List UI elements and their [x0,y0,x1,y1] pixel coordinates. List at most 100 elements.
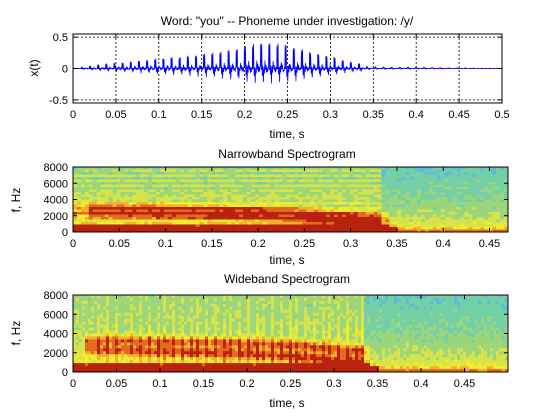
narrowband-cell [73,212,78,215]
narrowband-cell [175,224,181,228]
wideband-cell [88,321,92,325]
narrowband-cell [480,182,485,185]
narrowband-cell [460,229,465,233]
narrowband-cell [464,214,469,218]
wideband-cell [184,360,188,364]
wideband-cell [199,360,203,364]
wideband-cell [142,363,146,367]
wideband-cell [73,345,77,349]
wideband-cell [184,336,188,340]
wideband-cell [229,357,233,361]
narrowband-cell [140,177,145,180]
narrowband-cell [262,199,268,203]
narrowband-cell [187,229,192,233]
narrowband-cell [504,212,509,215]
wideband-cell [238,366,242,370]
narrowband-cell [322,209,327,213]
narrowband-cell [440,179,446,183]
waveform-panel: Word: "you" -- Phoneme under investigati… [27,14,510,141]
wideband-title: Wideband Spectrogram [224,272,350,286]
narrowband-cell [298,222,303,225]
narrowband-cell [76,222,82,225]
narrowband-cell [294,172,299,175]
narrowband-cell [92,167,98,170]
wideband-cell [190,318,194,322]
wideband-cell [157,303,161,308]
narrowband-cell [116,194,121,198]
wideband-cell [97,295,101,299]
narrowband-cell [88,169,94,173]
narrowband-cell [120,229,125,233]
narrowband-cell [460,219,465,223]
narrowband-cell [484,179,489,183]
narrowband-cell [460,167,465,170]
wideband-cell [304,327,308,331]
narrowband-cell [381,202,386,205]
narrowband-cell [112,199,117,203]
narrowband-cell [239,194,244,198]
narrowband-cell [424,217,430,220]
wideband-cell [106,354,110,358]
wideband-cell [196,360,200,364]
wideband-cell [142,324,146,328]
narrowband-cell [444,177,449,180]
wideband-cell [256,318,260,322]
wideband-cell [211,348,215,352]
narrowband-cell [432,167,438,170]
wideband-cell [253,297,257,302]
wideband-cell [136,324,140,328]
wideband-cell [247,366,251,370]
narrowband-cell [274,214,279,218]
wideband-cell [238,309,242,314]
narrowband-cell [100,204,105,208]
narrowband-xlabel: time, s [269,253,304,267]
narrowband-cell [132,179,137,183]
narrowband-cell [278,177,283,180]
wideband-cell [229,303,233,308]
narrowband-cell [456,169,461,173]
narrowband-cell [413,204,418,208]
narrowband-cell [460,189,465,193]
narrowband-cell [326,182,331,185]
narrowband-cell [302,184,307,188]
wideband-cell [160,297,164,302]
wideband-cell [106,366,110,370]
narrowband-cell [330,174,335,178]
narrowband-cell [187,207,192,210]
wideband-cell [169,360,173,364]
wideband-cell [250,357,254,361]
narrowband-cell [136,207,141,210]
narrowband-cell [215,214,220,218]
narrowband-cell [468,189,473,193]
narrowband-cell [262,194,268,198]
narrowband-cell [480,187,485,190]
narrowband-cell [500,227,505,230]
narrowband-cell [282,207,287,210]
narrowband-cell [282,182,287,185]
wideband-cell [166,309,170,314]
narrowband-cell [211,209,216,213]
wideband-cell [193,306,197,311]
narrowband-cell [144,222,149,225]
narrowband-cell [345,227,351,230]
wideband-cell [268,309,272,314]
wideband-cell [118,315,122,319]
wideband-cell [154,360,158,364]
wideband-cell [298,330,302,334]
narrowband-cell [361,169,366,173]
narrowband-cell [108,194,113,198]
narrowband-cell [452,187,457,190]
narrowband-cell [353,167,359,170]
narrowband-cell [266,167,272,170]
wideband-cell [298,306,302,311]
narrowband-cell [373,219,378,223]
wideband-cell [217,363,221,367]
narrowband-cell [369,184,374,188]
narrowband-cell [148,217,153,220]
wideband-cell [154,357,158,361]
narrowband-cell [464,167,469,170]
narrowband-cell [341,197,347,200]
narrowband-cell [377,222,382,225]
narrowband-cell [409,172,414,175]
narrowband-cell [219,207,224,210]
